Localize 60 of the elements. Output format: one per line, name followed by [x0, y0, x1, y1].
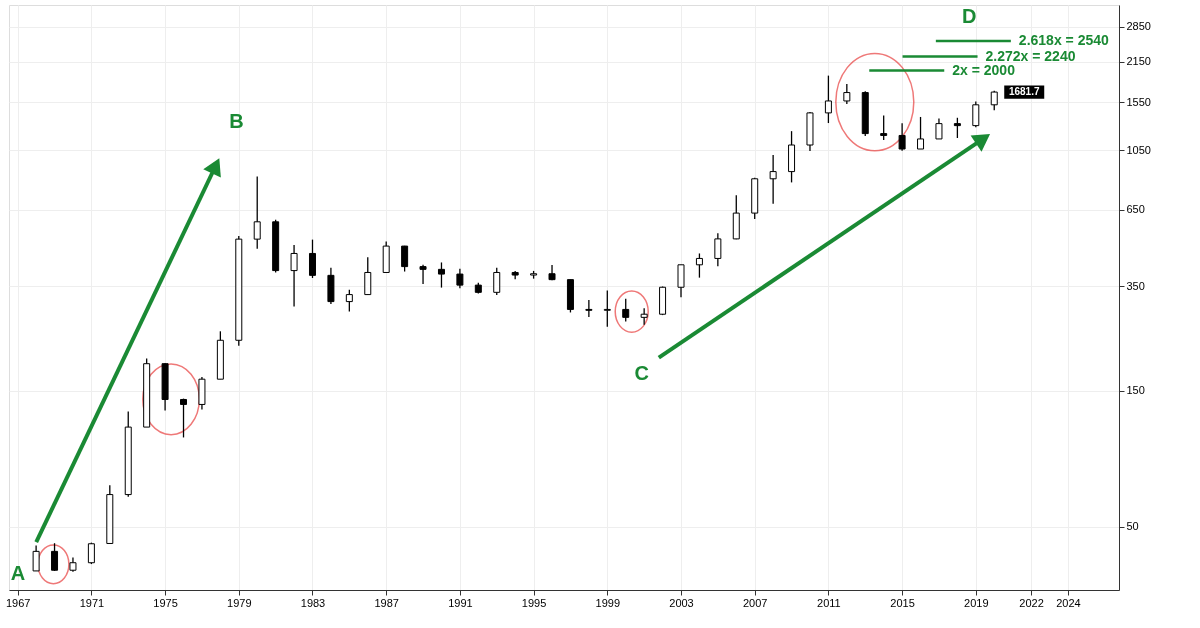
ref-line-label: 2.272x = 2240 — [985, 47, 1076, 64]
x-tick-label: 1991 — [448, 596, 473, 609]
x-tick-label: 2007 — [742, 596, 768, 609]
candlestick — [437, 261, 445, 289]
y-tick-label: 650 — [1126, 203, 1145, 216]
x-tick-label: 1983 — [300, 596, 326, 609]
x-tick-label: 1979 — [227, 596, 252, 609]
candlestick — [880, 114, 888, 141]
x-tick-label: 1975 — [153, 596, 178, 609]
candlestick — [32, 544, 40, 572]
x-tick-label: 1995 — [521, 596, 547, 609]
candlestick — [345, 289, 353, 313]
candlestick — [603, 289, 611, 328]
candlestick — [253, 175, 261, 250]
candlestick — [401, 245, 409, 273]
annotation: D — [961, 4, 977, 27]
annotation: B — [229, 110, 244, 132]
x-tick-label: 1999 — [595, 596, 621, 609]
candlestick — [769, 154, 777, 205]
candlestick — [843, 83, 851, 105]
y-tick-label: 350 — [1126, 279, 1145, 292]
candlestick — [622, 298, 630, 323]
x-tick-label: 1967 — [5, 596, 31, 609]
candlestick — [695, 252, 703, 279]
x-tick-label: 2019 — [964, 596, 989, 609]
y-tick-label: 2850 — [1126, 20, 1151, 33]
x-tick-label: 2015 — [890, 596, 915, 609]
x-tick-label: 1971 — [79, 596, 105, 609]
y-tick-label: 150 — [1126, 384, 1145, 397]
candlestick — [456, 268, 464, 289]
candlestick — [953, 117, 961, 139]
candlestick — [917, 116, 925, 150]
y-tick-label: 50 — [1126, 520, 1139, 533]
x-tick-label: 1987 — [374, 596, 399, 609]
candlestick — [824, 74, 832, 124]
annotation: A — [10, 561, 26, 584]
candlestick — [364, 256, 372, 296]
candlestick — [290, 244, 298, 308]
x-tick-label: 2024 — [1056, 596, 1081, 609]
y-tick-label: 1550 — [1126, 95, 1151, 108]
y-tick-label: 2150 — [1126, 55, 1151, 68]
candlestick — [585, 299, 593, 318]
x-tick-label: 2003 — [669, 596, 694, 609]
x-tick-label: 2011 — [817, 596, 841, 609]
y-tick-label: 1050 — [1126, 143, 1151, 156]
candlestick — [51, 542, 59, 572]
annotation: 1681.7 — [1008, 86, 1040, 98]
candlestick — [419, 264, 427, 285]
candlestick — [935, 117, 943, 140]
candlestick — [714, 232, 722, 267]
candlestick — [493, 267, 501, 296]
candlestick — [972, 100, 980, 128]
candlestick — [180, 397, 188, 439]
annotation: C — [634, 361, 649, 384]
ref-line-label: 2.618x = 2540 — [1018, 32, 1109, 49]
candlestick — [308, 238, 316, 279]
candlestick — [677, 264, 685, 298]
x-tick-label: 2022 — [1019, 596, 1044, 609]
candlestick — [898, 122, 906, 152]
ref-line-label: 2x = 2000 — [952, 61, 1016, 78]
